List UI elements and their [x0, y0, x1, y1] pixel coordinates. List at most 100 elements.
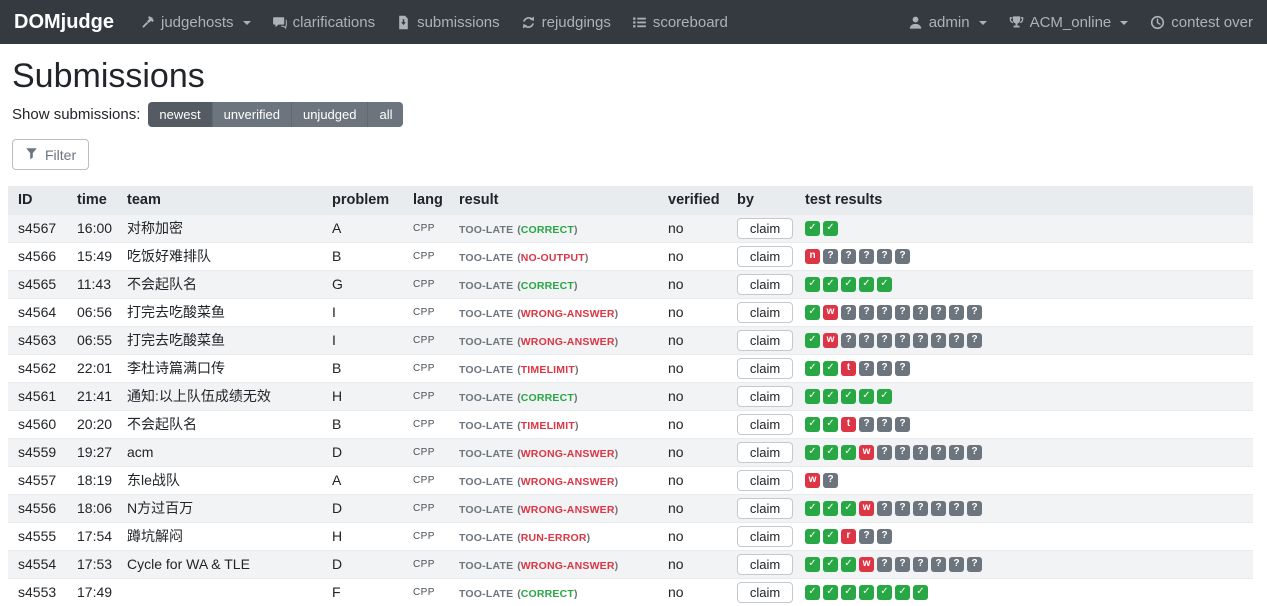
test-pending-badge[interactable]: ?	[877, 248, 892, 264]
test-pending-badge[interactable]: ?	[931, 332, 946, 348]
test-correct-badge[interactable]: ✓	[841, 276, 856, 292]
test-pending-badge[interactable]: ?	[823, 472, 838, 488]
test-correct-badge[interactable]: ✓	[841, 388, 856, 404]
test-failed-badge[interactable]: t	[841, 360, 856, 376]
claim-button[interactable]: claim	[737, 581, 793, 603]
test-pending-badge[interactable]: ?	[913, 444, 928, 460]
claim-button[interactable]: claim	[737, 217, 793, 239]
test-correct-badge[interactable]: ✓	[841, 444, 856, 460]
test-correct-badge[interactable]: ✓	[823, 528, 838, 544]
test-correct-badge[interactable]: ✓	[895, 584, 910, 600]
test-pending-badge[interactable]: ?	[949, 332, 964, 348]
test-pending-badge[interactable]: ?	[931, 444, 946, 460]
test-pending-badge[interactable]: ?	[967, 444, 982, 460]
submission-row[interactable]: s4563 06:55 打完去吃酸菜鱼 I CPP TOO-LATE (WRONG-ANS…	[8, 325, 1253, 354]
test-pending-badge[interactable]: ?	[895, 556, 910, 572]
submission-row[interactable]: s4562 22:01 李杜诗篇满口传 B CPP TOO-LATE (TIMELIMIT…	[8, 353, 1253, 382]
test-pending-badge[interactable]: ?	[949, 500, 964, 516]
test-pending-badge[interactable]: ?	[859, 528, 874, 544]
test-failed-badge[interactable]: w	[805, 472, 820, 488]
test-pending-badge[interactable]: ?	[967, 500, 982, 516]
test-failed-badge[interactable]: w	[859, 444, 874, 460]
test-correct-badge[interactable]: ✓	[805, 220, 820, 236]
test-correct-badge[interactable]: ✓	[841, 500, 856, 516]
nav-item-acm-online[interactable]: ACM_online	[1009, 14, 1129, 31]
test-correct-badge[interactable]: ✓	[805, 304, 820, 320]
nav-item-scoreboard[interactable]: scoreboard	[632, 14, 728, 31]
nav-item-rejudgings[interactable]: rejudgings	[521, 14, 611, 31]
claim-button[interactable]: claim	[737, 357, 793, 379]
test-pending-badge[interactable]: ?	[841, 304, 856, 320]
submission-row[interactable]: s4559 19:27 acm D CPP TOO-LATE (WRONG-ANSWER)…	[8, 437, 1253, 466]
test-correct-badge[interactable]: ✓	[841, 556, 856, 572]
view-option-all[interactable]: all	[368, 102, 404, 127]
test-correct-badge[interactable]: ✓	[823, 500, 838, 516]
test-pending-badge[interactable]: ?	[859, 332, 874, 348]
test-correct-badge[interactable]: ✓	[805, 360, 820, 376]
view-option-newest[interactable]: newest	[148, 102, 213, 127]
test-pending-badge[interactable]: ?	[895, 416, 910, 432]
test-pending-badge[interactable]: ?	[895, 332, 910, 348]
brand-domjudge[interactable]: DOMjudge	[14, 10, 114, 33]
test-failed-badge[interactable]: n	[805, 248, 820, 264]
claim-button[interactable]: claim	[737, 525, 793, 547]
test-pending-badge[interactable]: ?	[913, 304, 928, 320]
submission-row[interactable]: s4567 16:00 对称加密 A CPP TOO-LATE (CORRECT) no cl…	[8, 213, 1253, 242]
test-failed-badge[interactable]: w	[823, 332, 838, 348]
test-correct-badge[interactable]: ✓	[823, 416, 838, 432]
test-pending-badge[interactable]: ?	[949, 556, 964, 572]
test-correct-badge[interactable]: ✓	[805, 584, 820, 600]
test-correct-badge[interactable]: ✓	[805, 332, 820, 348]
test-pending-badge[interactable]: ?	[895, 500, 910, 516]
test-failed-badge[interactable]: r	[841, 528, 856, 544]
test-pending-badge[interactable]: ?	[913, 500, 928, 516]
test-failed-badge[interactable]: w	[859, 500, 874, 516]
test-pending-badge[interactable]: ?	[949, 304, 964, 320]
submission-row[interactable]: s4557 18:19 东le战队 A CPP TOO-LATE (WRONG-ANSWE…	[8, 465, 1253, 494]
test-pending-badge[interactable]: ?	[877, 304, 892, 320]
test-correct-badge[interactable]: ✓	[805, 444, 820, 460]
test-correct-badge[interactable]: ✓	[805, 556, 820, 572]
test-correct-badge[interactable]: ✓	[877, 388, 892, 404]
test-correct-badge[interactable]: ✓	[823, 388, 838, 404]
test-correct-badge[interactable]: ✓	[823, 276, 838, 292]
test-pending-badge[interactable]: ?	[931, 500, 946, 516]
nav-item-admin[interactable]: admin	[908, 14, 987, 31]
claim-button[interactable]: claim	[737, 245, 793, 267]
test-failed-badge[interactable]: w	[823, 304, 838, 320]
submission-row[interactable]: s4561 21:41 通知:以上队伍成绩无效 H CPP TOO-LATE (CORRE…	[8, 381, 1253, 410]
test-pending-badge[interactable]: ?	[895, 444, 910, 460]
nav-item-contest-over[interactable]: contest over	[1150, 14, 1253, 31]
test-pending-badge[interactable]: ?	[841, 248, 856, 264]
test-pending-badge[interactable]: ?	[859, 416, 874, 432]
test-pending-badge[interactable]: ?	[931, 304, 946, 320]
test-correct-badge[interactable]: ✓	[823, 360, 838, 376]
test-failed-badge[interactable]: w	[859, 556, 874, 572]
test-pending-badge[interactable]: ?	[895, 304, 910, 320]
test-pending-badge[interactable]: ?	[949, 444, 964, 460]
test-pending-badge[interactable]: ?	[877, 556, 892, 572]
test-correct-badge[interactable]: ✓	[823, 556, 838, 572]
test-pending-badge[interactable]: ?	[877, 360, 892, 376]
test-correct-badge[interactable]: ✓	[877, 276, 892, 292]
test-correct-badge[interactable]: ✓	[859, 584, 874, 600]
test-correct-badge[interactable]: ✓	[823, 444, 838, 460]
test-correct-badge[interactable]: ✓	[805, 276, 820, 292]
claim-button[interactable]: claim	[737, 441, 793, 463]
test-failed-badge[interactable]: t	[841, 416, 856, 432]
claim-button[interactable]: claim	[737, 273, 793, 295]
claim-button[interactable]: claim	[737, 385, 793, 407]
test-pending-badge[interactable]: ?	[967, 304, 982, 320]
test-pending-badge[interactable]: ?	[877, 528, 892, 544]
test-correct-badge[interactable]: ✓	[823, 584, 838, 600]
filter-button[interactable]: Filter	[12, 139, 90, 170]
test-pending-badge[interactable]: ?	[823, 248, 838, 264]
claim-button[interactable]: claim	[737, 301, 793, 323]
test-pending-badge[interactable]: ?	[877, 416, 892, 432]
test-correct-badge[interactable]: ✓	[913, 584, 928, 600]
test-pending-badge[interactable]: ?	[877, 332, 892, 348]
test-correct-badge[interactable]: ✓	[859, 388, 874, 404]
submission-row[interactable]: s4555 17:54 蹲坑解闷 H CPP TOO-LATE (RUN-ERROR) no…	[8, 521, 1253, 550]
test-correct-badge[interactable]: ✓	[805, 528, 820, 544]
submission-row[interactable]: s4564 06:56 打完去吃酸菜鱼 I CPP TOO-LATE (WRONG-ANS…	[8, 297, 1253, 326]
